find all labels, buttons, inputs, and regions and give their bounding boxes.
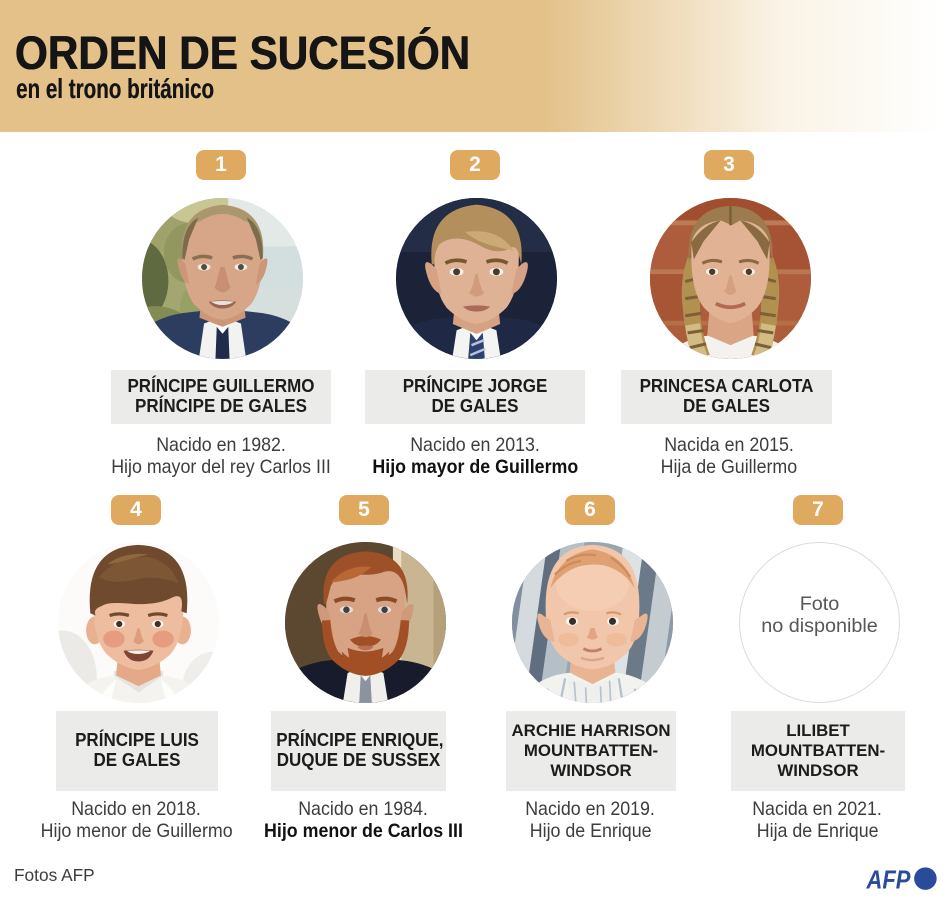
svg-text:AFP: AFP [866, 866, 911, 893]
